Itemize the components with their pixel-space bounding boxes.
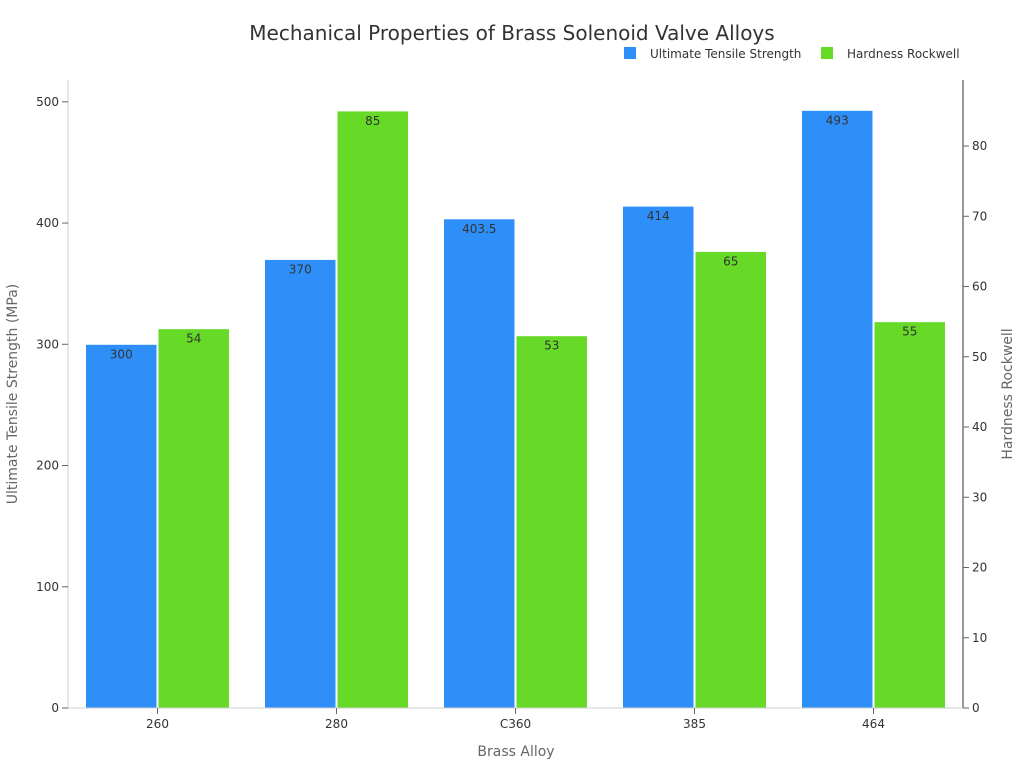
y-tick-label: 400 — [36, 216, 59, 230]
y2-tick-label: 40 — [972, 420, 987, 434]
y2-tick-label: 20 — [972, 561, 987, 575]
data-label-ultimate-tensile-strength-464: 493 — [826, 113, 849, 127]
bars-group — [85, 109, 946, 709]
y-axis-title: Ultimate Tensile Strength (MPa) — [5, 284, 21, 505]
legend: Ultimate Tensile Strength Hardness Rockw… — [624, 47, 960, 61]
data-label-hardness-rockwell-464: 55 — [902, 325, 917, 339]
data-label-hardness-rockwell-c360: 53 — [544, 339, 559, 353]
x-ticks-group: 260 280 C360 385 464 — [146, 708, 885, 731]
bar-hardness-rockwell-385 — [694, 250, 767, 709]
y2-tick-label: 60 — [972, 280, 987, 294]
y-tick-label: 0 — [51, 701, 59, 715]
y2-tick-label: 10 — [972, 631, 987, 645]
y2-ticks-group: 0 10 20 30 40 50 60 70 80 — [963, 139, 987, 715]
y2-tick-label: 80 — [972, 139, 987, 153]
data-label-ultimate-tensile-strength-260: 300 — [110, 347, 133, 361]
data-label-hardness-rockwell-260: 54 — [186, 332, 201, 346]
data-label-ultimate-tensile-strength-c360: 403.5 — [462, 222, 496, 236]
bar-hardness-rockwell-280 — [336, 110, 409, 709]
bar-ultimate-tensile-strength-260 — [85, 343, 158, 709]
bar-hardness-rockwell-c360 — [515, 335, 588, 709]
x-tick-label-464: 464 — [862, 717, 885, 731]
bar-ultimate-tensile-strength-385 — [622, 205, 695, 709]
data-label-hardness-rockwell-280: 85 — [365, 114, 380, 128]
x-tick-label-385: 385 — [683, 717, 706, 731]
y2-axis-title: Hardness Rockwell — [1000, 328, 1016, 459]
legend-swatch-hardness-rockwell — [821, 47, 833, 59]
bar-ultimate-tensile-strength-c360 — [443, 218, 516, 709]
legend-label-ultimate-tensile-strength: Ultimate Tensile Strength — [650, 47, 801, 61]
y-tick-label: 300 — [36, 337, 59, 351]
x-axis-title: Brass Alloy — [477, 744, 554, 760]
y2-tick-label: 30 — [972, 490, 987, 504]
chart-title: Mechanical Properties of Brass Solenoid … — [249, 21, 774, 45]
y-tick-label: 500 — [36, 95, 59, 109]
data-label-ultimate-tensile-strength-280: 370 — [289, 262, 312, 276]
y-tick-label: 100 — [36, 580, 59, 594]
y2-tick-label: 50 — [972, 350, 987, 364]
legend-label-hardness-rockwell: Hardness Rockwell — [847, 47, 960, 61]
x-tick-label-c360: C360 — [500, 717, 531, 731]
bar-ultimate-tensile-strength-464 — [801, 109, 874, 709]
x-tick-label-260: 260 — [146, 717, 169, 731]
bar-hardness-rockwell-260 — [157, 328, 230, 709]
y-ticks-group: 0 100 200 300 400 500 — [36, 95, 68, 715]
y2-tick-label: 0 — [972, 701, 980, 715]
data-label-hardness-rockwell-385: 65 — [723, 254, 738, 268]
x-tick-label-280: 280 — [325, 717, 348, 731]
data-label-ultimate-tensile-strength-385: 414 — [647, 209, 670, 223]
bar-ultimate-tensile-strength-280 — [264, 258, 337, 709]
data-labels-group: 300 370 403.5 414 493 54 85 53 65 55 — [110, 113, 918, 361]
legend-swatch-ultimate-tensile-strength — [624, 47, 636, 59]
bar-hardness-rockwell-464 — [873, 321, 946, 709]
y-tick-label: 200 — [36, 459, 59, 473]
y2-tick-label: 70 — [972, 209, 987, 223]
